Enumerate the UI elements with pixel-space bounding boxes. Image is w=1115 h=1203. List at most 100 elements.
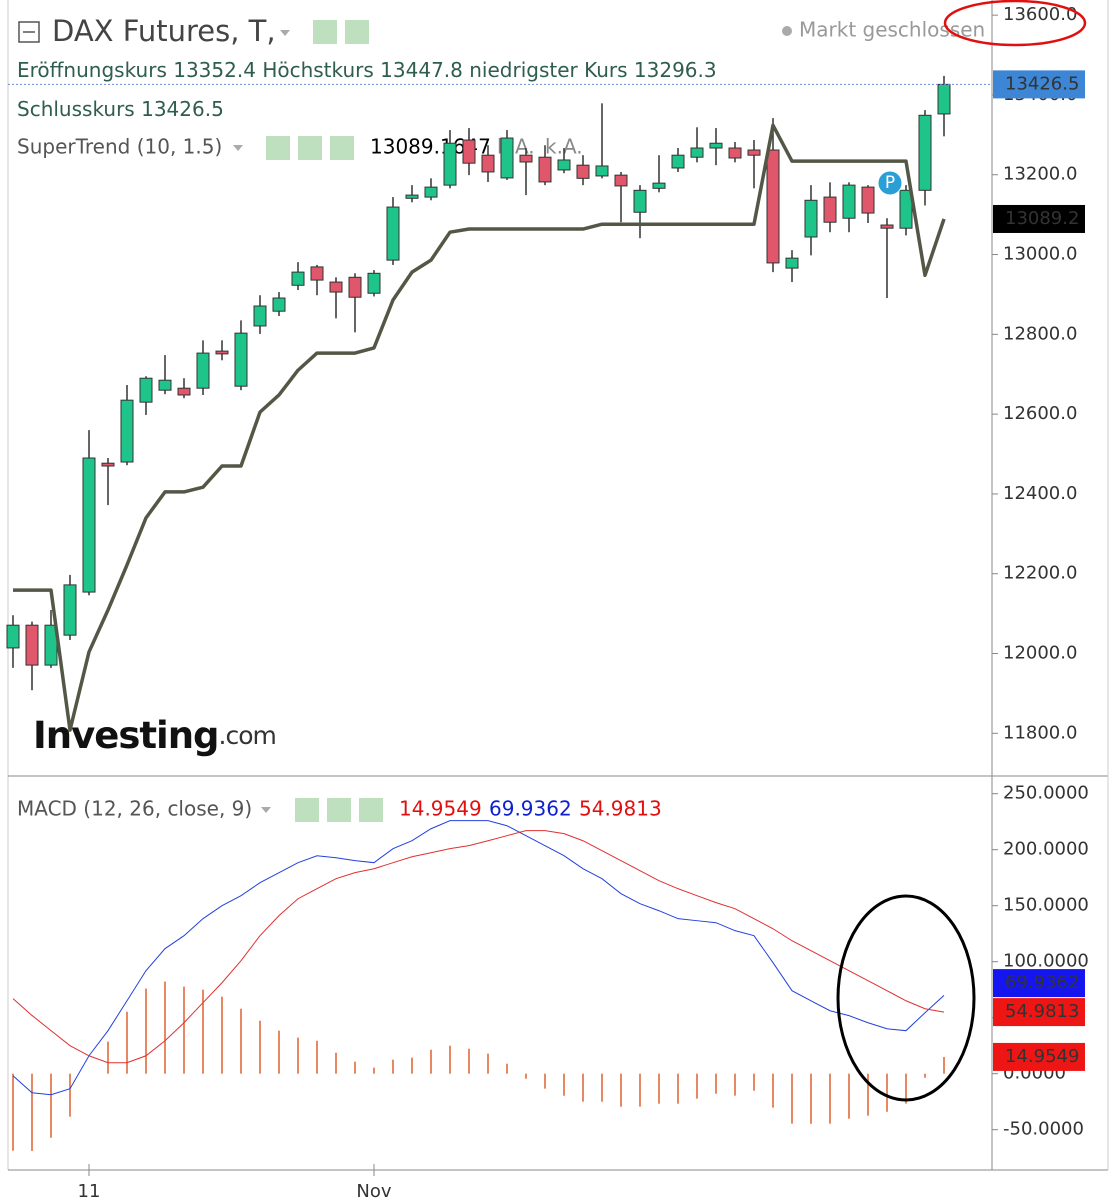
candle-body [462, 139, 476, 164]
y-tick-label: 12200.0 [1003, 563, 1077, 584]
candle-body [595, 165, 609, 177]
open-label: Eröffnungskurs [17, 58, 167, 82]
macd-title: MACD (12, 26, close, 9) [17, 797, 252, 821]
y-tick-label: 13000.0 [1003, 244, 1077, 265]
close-label: Schlusskurs [17, 97, 135, 121]
dropdown[interactable] [233, 145, 243, 151]
macd-value: 69.9362 [489, 797, 572, 821]
candle-body [234, 332, 248, 387]
open-value: 13352.4 [173, 58, 256, 82]
candle-body [215, 350, 229, 355]
candle-body [500, 137, 514, 179]
event-marker [877, 170, 903, 196]
eye-button[interactable] [266, 136, 290, 160]
candle-body [405, 194, 419, 199]
remove-button[interactable] [359, 798, 383, 822]
price-box [993, 204, 1085, 233]
candle-body [804, 199, 818, 238]
candle-body [25, 624, 39, 666]
macd-line [12, 830, 945, 1064]
candle-body [82, 457, 96, 593]
ohlc-line: Eröffnungskurs 13352.4 Höchstkurs 13447.… [17, 58, 717, 82]
candle-body [291, 271, 305, 286]
candle-body [424, 186, 438, 198]
close-value: 13426.5 [141, 97, 224, 121]
eye-button[interactable] [313, 20, 337, 44]
watermark: Investing.com [33, 714, 276, 757]
y-tick-label: 200.0000 [1003, 839, 1089, 860]
eye-button[interactable] [295, 798, 319, 822]
value-box-label: 14.9549 [1005, 1046, 1079, 1067]
y-tick-label: 250.0000 [1003, 783, 1089, 804]
candle-body [310, 266, 324, 281]
value-box-label: 69.9362 [1005, 972, 1079, 993]
y-tick-label: 12600.0 [1003, 403, 1077, 424]
market-status: Markt geschlossen [799, 18, 985, 42]
low-label: niedrigster Kurs [469, 58, 627, 82]
candle-body [63, 584, 77, 636]
candle-body [937, 83, 951, 115]
candle-body [272, 297, 286, 312]
high-label: Höchstkurs [262, 58, 374, 82]
y-tick-label: 12000.0 [1003, 643, 1077, 664]
candle-body [766, 149, 780, 264]
candle-body [747, 149, 761, 156]
candle-body [348, 276, 362, 298]
x-tick-label: Nov [356, 1181, 391, 1202]
value-box-label: 54.9813 [1005, 1001, 1079, 1022]
candle-body [481, 154, 495, 173]
price-box [993, 70, 1085, 99]
candle-body [633, 189, 647, 213]
settings-button[interactable] [327, 798, 351, 822]
supertrend-line [13, 123, 946, 732]
settings-button[interactable] [298, 136, 322, 160]
event-marker-label: P [885, 173, 895, 193]
y-tick-label: 150.0000 [1003, 895, 1089, 916]
candle-body [576, 164, 590, 179]
candle-body [177, 387, 191, 396]
histogram-value: 14.9549 [399, 797, 482, 821]
status-dot [782, 26, 792, 36]
candle-body [101, 462, 115, 467]
chart-title: DAX Futures, T, [52, 14, 276, 48]
candle-body [728, 147, 742, 159]
candle-body [785, 257, 799, 269]
macd-line [12, 820, 945, 1096]
y-tick-label: 12800.0 [1003, 323, 1077, 344]
candle-body [899, 189, 913, 229]
candle-body [614, 174, 628, 187]
value-box [993, 969, 1085, 998]
y-tick-label: 12400.0 [1003, 483, 1077, 504]
watermark-suffix: .com [219, 721, 276, 750]
y-tick-label: 100.0000 [1003, 951, 1089, 972]
dropdown[interactable] [261, 807, 271, 813]
candle-body [652, 182, 666, 189]
value-box [993, 998, 1085, 1027]
high-value: 13447.8 [380, 58, 463, 82]
indicator-name: SuperTrend (10, 1.5) [17, 135, 222, 159]
x-tick-label: 11 [78, 1181, 101, 1202]
candle-body [120, 399, 134, 463]
candle-body [861, 186, 875, 214]
candle-body [329, 281, 343, 293]
candle-body [690, 147, 704, 158]
value-box [993, 1042, 1085, 1071]
y-tick-label: -50.0000 [1003, 1119, 1084, 1140]
candle-body [918, 114, 932, 191]
remove-button[interactable] [330, 136, 354, 160]
candle-body [386, 206, 400, 261]
collapse-button[interactable] [18, 21, 40, 43]
candle-body [557, 159, 571, 171]
candle-body [671, 154, 685, 169]
plot-area: 11800.0 12000.0 12200.0 12400.0 12600.0 12800… [6, 4, 1089, 1202]
settings-button[interactable] [345, 20, 369, 44]
watermark-main: Investing [33, 714, 219, 757]
highlight-ellipse [836, 894, 976, 1102]
candle-body [823, 196, 837, 223]
dropdown[interactable] [280, 30, 290, 36]
candle-body [6, 624, 20, 649]
candle-body [538, 156, 552, 183]
candle-body [158, 379, 172, 391]
